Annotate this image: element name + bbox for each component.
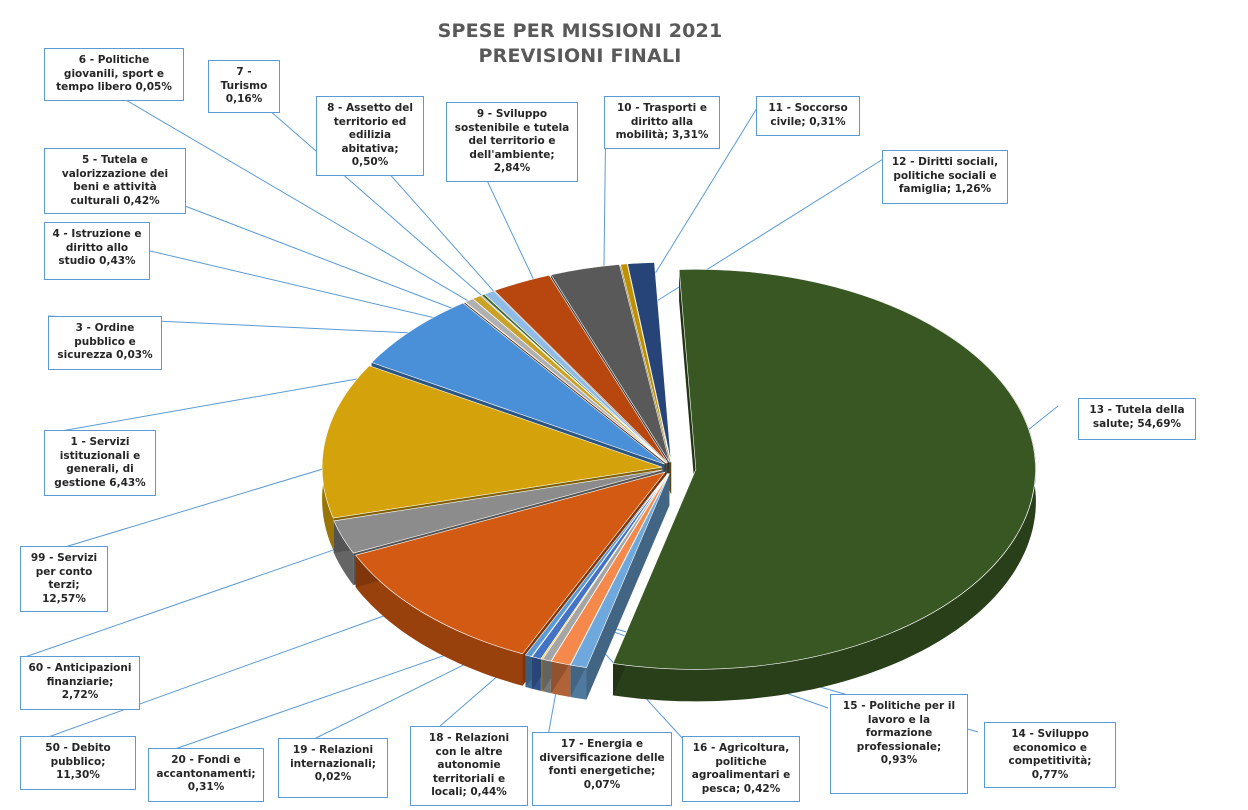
slice-label: 5 - Tutela e valorizzazione dei beni e a… xyxy=(44,148,186,214)
pie-slice-9 xyxy=(355,471,666,655)
pie-slice-8 xyxy=(524,473,669,657)
slice-label: 1 - Servizi istituzionali e generali, di… xyxy=(44,430,156,496)
slice-label: 8 - Assetto del territorio ed edilizia a… xyxy=(316,96,424,176)
slice-label: 12 - Diritti sociali, politiche sociali … xyxy=(882,150,1008,204)
slice-label: 13 - Tutela della salute; 54,69% xyxy=(1078,398,1196,440)
pie-slice-side xyxy=(355,555,523,686)
slice-label: 10 - Trasporti e diritto alla mobilità; … xyxy=(604,96,720,149)
pie-slice-19 xyxy=(493,274,668,463)
slice-label: 17 - Energia e diversificazione delle fo… xyxy=(532,732,672,806)
pie-slice-10 xyxy=(333,469,663,554)
pie-slice-20 xyxy=(550,264,670,463)
slice-label: 6 - Politiche giovanili, sport e tempo l… xyxy=(44,48,184,101)
slice-label: 20 - Fondi e accantonamenti; 0,31% xyxy=(148,748,264,802)
pie-slice-1 xyxy=(612,269,1036,670)
slice-label: 14 - Sviluppo economico e competitività;… xyxy=(984,722,1116,788)
slice-label: 3 - Ordine pubblico e sicurezza 0,03% xyxy=(48,316,162,370)
slice-label: 19 - Relazioni internazionali; 0,02% xyxy=(278,738,388,798)
slice-label: 16 - Agricoltura, politiche agroalimenta… xyxy=(682,736,800,802)
slice-label: 60 - Anticipazioni finanziarie; 2,72% xyxy=(20,656,140,710)
pie-slice-21 xyxy=(620,263,671,463)
slice-label: 9 - Sviluppo sostenibile e tutela del te… xyxy=(446,102,578,182)
slice-label: 99 - Servizi per conto terzi; 12,57% xyxy=(20,546,108,612)
pie-slice-18 xyxy=(483,290,667,464)
slice-label: 18 - Relazioni con le altre autonomie te… xyxy=(410,726,528,806)
pie-slice-2 xyxy=(570,473,670,668)
pie-slice-cut xyxy=(679,269,696,502)
slice-label: 11 - Soccorso civile; 0,31% xyxy=(756,96,860,136)
pie-slice-11 xyxy=(321,365,663,519)
slice-label: 4 - Istruzione e diritto allo studio 0,4… xyxy=(44,222,150,280)
chart-subtitle: PREVISIONI FINALI xyxy=(478,45,682,67)
pie-slice-22 xyxy=(627,262,672,463)
slice-label: 50 - Debito pubblico; 11,30% xyxy=(20,736,136,790)
pie-slice-12 xyxy=(371,302,665,465)
chart-title: SPESE PER MISSIONI 2021 xyxy=(437,20,723,42)
slice-label: 15 - Politiche per il lavoro e la formaz… xyxy=(830,694,968,794)
pie-slice-3 xyxy=(550,473,670,666)
slice-label: 7 - Turismo 0,16% xyxy=(208,60,280,113)
